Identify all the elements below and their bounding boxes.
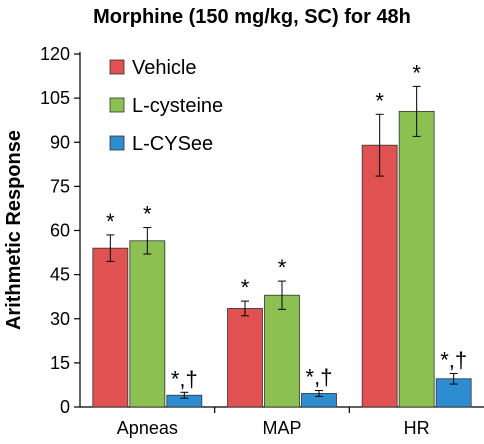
bars-group: * * *,† * * *,† * * *,† <box>92 60 472 408</box>
bar-hr-vehicle <box>361 144 398 408</box>
y-axis-label: Arithmetic Response <box>3 130 25 330</box>
legend-label-vehicle: Vehicle <box>132 57 197 79</box>
bar-apneas-vehicle <box>92 247 129 408</box>
annotation-hr-l-cysteine: * <box>412 60 421 85</box>
legend-swatch-l-cysee <box>109 135 125 151</box>
annotation-hr-vehicle: * <box>375 88 384 113</box>
x-axis: Apneas MAP HR <box>117 418 430 438</box>
y-tick-label-105: 105 <box>40 88 70 108</box>
chart-title: Morphine (150 mg/kg, SC) for 48h <box>93 6 411 28</box>
legend-swatch-l-cysteine <box>109 97 125 113</box>
annotation-apneas-l-cysteine: * <box>143 202 152 227</box>
y-tick-label-90: 90 <box>50 132 70 152</box>
y-tick-label-15: 15 <box>50 353 70 373</box>
y-tick-label-60: 60 <box>50 221 70 241</box>
y-tick-label-75: 75 <box>50 176 70 196</box>
bar-hr-l-cysteine <box>398 110 435 408</box>
x-tick-label-map: MAP <box>262 418 301 438</box>
x-tick-label-apneas: Apneas <box>117 418 178 438</box>
y-tick-label-0: 0 <box>60 397 70 417</box>
annotation-apneas-l-cysee: *,† <box>171 366 198 391</box>
legend-swatch-vehicle <box>109 59 125 75</box>
annotation-map-l-cysteine: * <box>278 255 287 280</box>
annotation-map-vehicle: * <box>241 275 250 300</box>
y-tick-label-45: 45 <box>50 265 70 285</box>
y-axis: 0 15 30 45 60 75 90 105 120 <box>40 44 484 417</box>
y-tick-label-30: 30 <box>50 309 70 329</box>
bar-map-l-cysteine <box>264 294 300 408</box>
annotation-map-l-cysee: *,† <box>306 365 333 390</box>
legend: Vehicle L-cysteine L-CYSee <box>109 57 223 155</box>
annotation-hr-l-cysee: *,† <box>440 347 467 372</box>
bar-apneas-l-cysteine <box>129 240 166 408</box>
legend-label-l-cysteine: L-cysteine <box>132 95 223 117</box>
annotation-apneas-vehicle: * <box>106 209 115 234</box>
y-tick-label-120: 120 <box>40 44 70 64</box>
legend-label-l-cysee: L-CYSee <box>132 133 213 155</box>
bar-map-vehicle <box>227 308 263 408</box>
x-tick-label-hr: HR <box>404 418 430 438</box>
